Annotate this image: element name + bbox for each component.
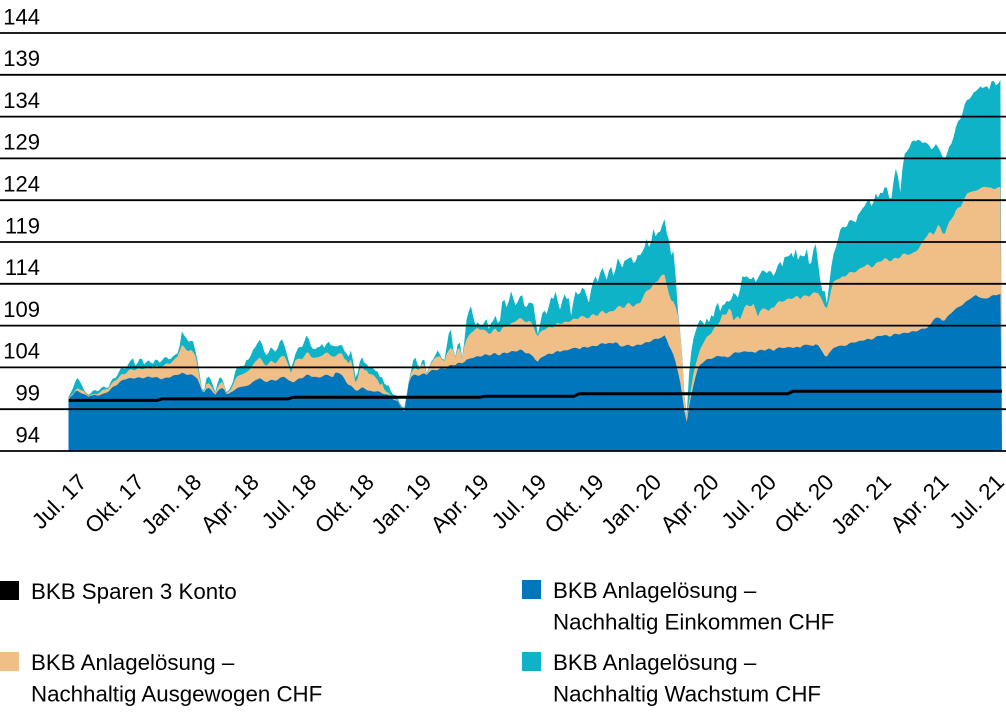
svg-text:94: 94 — [16, 422, 40, 447]
svg-text:129: 129 — [3, 130, 40, 155]
svg-text:BKB Anlagelösung –: BKB Anlagelösung – — [553, 578, 757, 603]
svg-text:BKB Anlagelösung –: BKB Anlagelösung – — [553, 650, 757, 675]
svg-text:Nachhaltig Einkommen CHF: Nachhaltig Einkommen CHF — [553, 610, 834, 635]
svg-text:99: 99 — [16, 381, 40, 406]
svg-text:144: 144 — [3, 4, 40, 29]
svg-text:134: 134 — [3, 88, 40, 113]
svg-text:BKB Sparen 3 Konto: BKB Sparen 3 Konto — [31, 579, 237, 604]
svg-text:109: 109 — [3, 297, 40, 322]
svg-text:124: 124 — [3, 172, 40, 197]
svg-text:BKB Anlagelösung –: BKB Anlagelösung – — [31, 650, 235, 675]
svg-text:139: 139 — [3, 46, 40, 71]
svg-text:114: 114 — [5, 255, 40, 280]
svg-text:104: 104 — [3, 339, 40, 364]
svg-text:119: 119 — [5, 213, 40, 238]
svg-text:Nachhaltig Ausgewogen CHF: Nachhaltig Ausgewogen CHF — [31, 682, 322, 707]
svg-text:Nachhaltig Wachstum CHF: Nachhaltig Wachstum CHF — [553, 682, 821, 707]
